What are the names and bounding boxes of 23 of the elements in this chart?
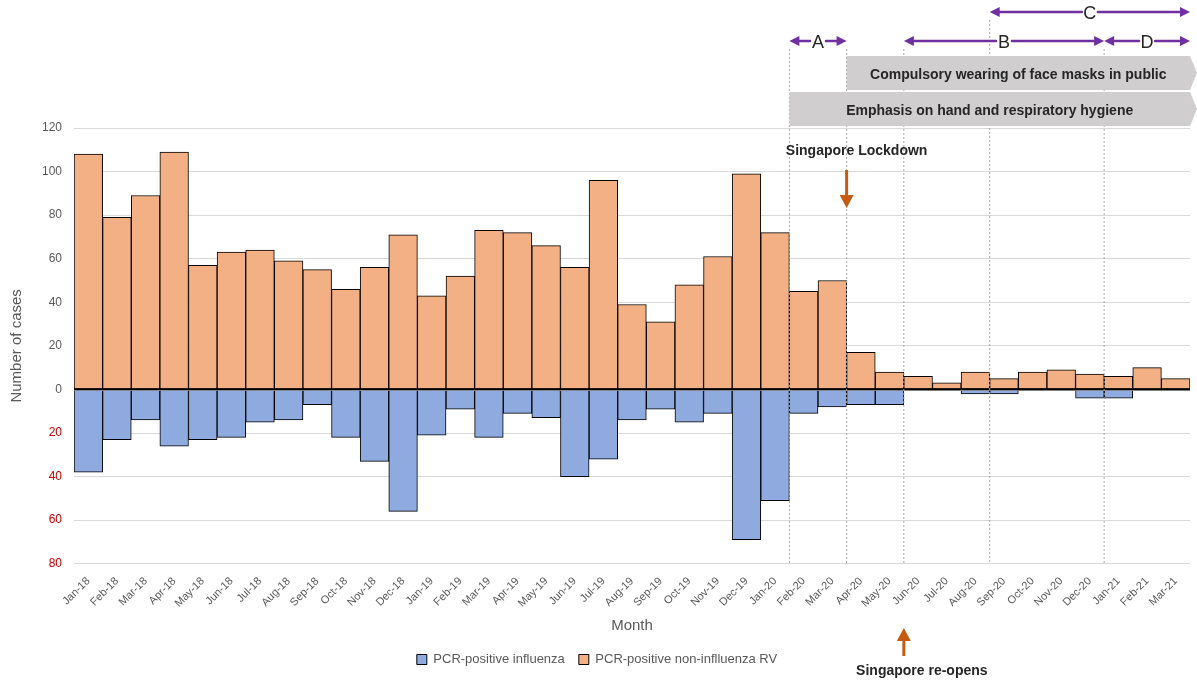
y-tick-label: 40 [48,468,63,483]
text: D [1140,32,1154,52]
y-tick-label: 20 [48,338,63,353]
text: C [1083,3,1097,23]
y-tick-label: 60 [48,251,63,266]
text: A [812,32,825,52]
annotation: Singapore Lockdown [785,142,928,158]
y-tick-label: 120 [41,120,63,135]
y-axis-title: Number of cases [7,289,25,403]
text: Emphasis on hand and respiratory hygiene [846,102,1134,118]
y-tick-label: 60 [48,512,63,527]
legend-label: PCR-positive influenza [433,651,566,667]
y-tick-label: 80 [48,207,63,222]
x-axis-title: Month [611,616,653,634]
y-tick-label: 100 [41,163,63,178]
y-tick-label: 0 [55,381,63,396]
y-tick-label: 40 [48,294,63,309]
text: B [998,32,1011,52]
legend-label: PCR-positive non-inflluenza RV [595,651,778,667]
text: Compulsory wearing of face masks in public [870,66,1167,82]
y-tick-label: 20 [48,425,63,440]
text: Singapore re-opens [856,662,988,678]
y-tick-label: 80 [48,556,63,571]
